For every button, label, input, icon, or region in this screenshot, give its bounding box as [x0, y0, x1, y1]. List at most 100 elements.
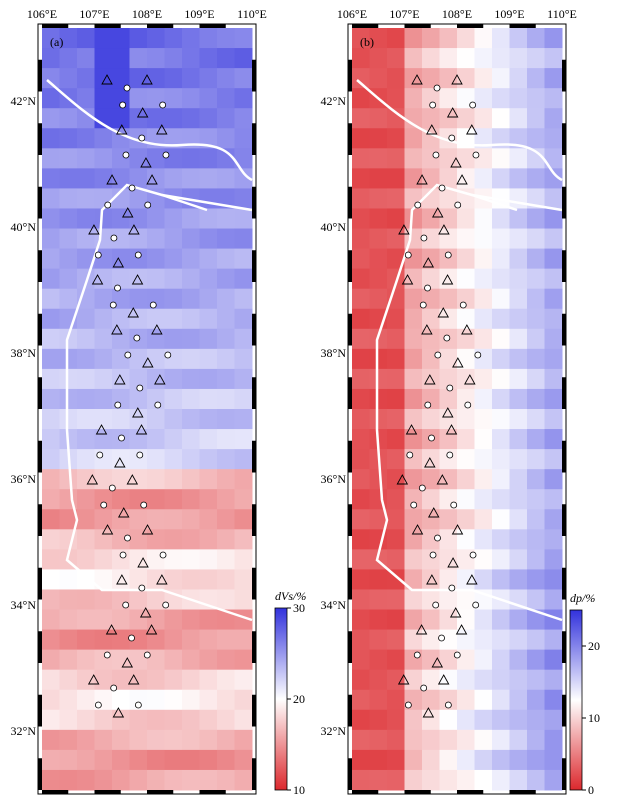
map-cell — [164, 689, 183, 711]
map-cell — [217, 609, 235, 631]
map-cell — [492, 368, 510, 390]
station-triangle — [141, 74, 153, 85]
map-cell — [509, 88, 528, 109]
map-cell — [492, 148, 510, 169]
map-cell — [527, 28, 545, 49]
map-cell — [352, 388, 370, 410]
station-triangle — [449, 607, 462, 618]
map-cell — [422, 689, 440, 711]
map-cell — [527, 368, 545, 390]
map-cell — [42, 469, 60, 490]
lon-label: 109°E — [494, 7, 524, 21]
map-cell — [94, 649, 113, 671]
map-cell — [439, 308, 458, 330]
map-cell — [129, 549, 148, 570]
station-triangle — [128, 224, 140, 235]
map-cell — [369, 228, 388, 250]
map-cell — [492, 649, 510, 671]
frame-tick — [562, 377, 566, 409]
map-cell — [217, 228, 235, 250]
station-circle — [110, 234, 118, 242]
map-cell — [42, 729, 60, 751]
station-triangle — [456, 174, 468, 185]
station-circle — [123, 84, 131, 92]
map-cell — [527, 569, 545, 590]
map-cell — [422, 649, 440, 671]
map-cell — [112, 188, 130, 209]
map-cell — [509, 529, 528, 550]
map-cell — [199, 449, 218, 470]
map-cell — [404, 148, 423, 169]
frame-tick — [147, 24, 174, 28]
frame-tick — [42, 790, 69, 794]
map-cell — [59, 48, 78, 69]
station-circle — [110, 684, 118, 692]
map-cell — [182, 308, 200, 330]
map-cell — [457, 709, 475, 731]
map-cell — [387, 709, 405, 731]
map-cell — [112, 569, 130, 590]
map-cell — [422, 188, 440, 209]
map-cell — [234, 769, 253, 791]
frame-tick — [352, 790, 379, 794]
station-triangle — [136, 107, 149, 118]
map-cell — [509, 228, 528, 250]
map-cell — [42, 569, 60, 590]
station-triangle — [131, 274, 144, 285]
map-cell — [422, 148, 440, 169]
map-cell — [164, 629, 183, 651]
panel-label: (a) — [50, 35, 63, 49]
map-cell — [492, 429, 510, 450]
station-circle — [432, 601, 440, 609]
map-cell — [352, 429, 370, 450]
map-cell — [509, 509, 528, 530]
map-cell — [404, 288, 423, 310]
station-circle — [448, 584, 456, 592]
map-cell — [164, 388, 183, 410]
map-cell — [77, 208, 95, 230]
map-cell — [404, 388, 423, 410]
map-cell — [217, 689, 235, 711]
map-cell — [492, 208, 510, 230]
map-cell — [77, 429, 95, 450]
lon-label: 107°E — [79, 7, 109, 21]
map-cell — [457, 729, 475, 751]
map-field — [42, 28, 253, 791]
map-cell — [439, 609, 458, 631]
map-cell — [404, 649, 423, 671]
map-cell — [422, 228, 440, 250]
map-cell — [147, 48, 165, 69]
map-cell — [422, 208, 440, 230]
map-cell — [234, 629, 253, 651]
map-cell — [77, 669, 95, 691]
map-cell — [404, 769, 423, 791]
map-cell — [199, 569, 218, 590]
map-cell — [217, 769, 235, 791]
map-cell — [129, 108, 148, 129]
map-cell — [457, 689, 475, 711]
map-cell — [129, 188, 148, 209]
map-cell — [147, 629, 165, 651]
map-cell — [544, 689, 563, 711]
map-cell — [404, 749, 423, 771]
map-cell — [387, 509, 405, 530]
map-cell — [234, 549, 253, 570]
map-cell — [94, 268, 113, 290]
map-cell — [199, 328, 218, 350]
map-cell — [129, 769, 148, 791]
map-cell — [94, 148, 113, 169]
map-cell — [199, 308, 218, 330]
map-cell — [129, 509, 148, 530]
map-cell — [509, 469, 528, 490]
map-cell — [352, 529, 370, 550]
map-cell — [234, 168, 253, 189]
map-cell — [474, 529, 493, 550]
frame-tick — [38, 631, 42, 663]
map-cell — [527, 409, 545, 430]
map-cell — [199, 509, 218, 530]
map-cell — [42, 449, 60, 470]
map-cell — [369, 609, 388, 631]
map-cell — [457, 28, 475, 49]
map-cell — [77, 589, 95, 611]
station-circle — [122, 601, 130, 609]
